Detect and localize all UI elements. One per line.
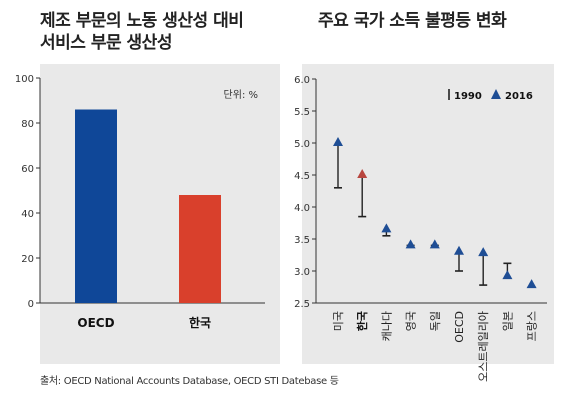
- x-category-label: OECD: [453, 311, 466, 343]
- x-category-label: 미국: [332, 311, 345, 331]
- y-tick-label: 2.5: [294, 299, 310, 310]
- y-tick-label: 6.0: [294, 75, 310, 86]
- x-category-label: 한국: [189, 315, 211, 330]
- y-tick-label: 80: [21, 119, 34, 130]
- unit-label: 단위: %: [224, 88, 258, 101]
- point-2016: [502, 270, 513, 280]
- y-tick-label: 100: [15, 74, 34, 85]
- bar-chart-panel: 0 20 40 60 80 100 단위: % OECD 한국: [15, 64, 280, 364]
- x-category-label: 오스트레일리아: [476, 311, 490, 382]
- point-2016: [405, 239, 416, 249]
- legend-2016-label: 2016: [505, 91, 533, 102]
- x-category-label: 한국: [355, 311, 369, 331]
- y-tick-label: 20: [21, 254, 34, 265]
- left-chart-title-line2: 서비스 부문 생산성: [40, 33, 172, 53]
- point-2016: [454, 245, 464, 255]
- bar-oecd: [75, 109, 117, 303]
- point-2016: [381, 223, 392, 233]
- x-category-label: 프랑스: [526, 311, 539, 341]
- legend-2016-marker: [491, 89, 501, 99]
- left-chart-title-line1: 제조 부문의 노동 생산성 대비: [40, 11, 244, 31]
- point-2016: [429, 239, 440, 249]
- y-tick-label: 4.0: [294, 203, 310, 214]
- x-category-label: OECD: [77, 316, 114, 330]
- scatter-chart-panel: 2.5 3.0 3.5 4.0 4.5 5.0 5.5 6.0 1990 2016 미국 한국 캐나다 영…: [294, 64, 554, 382]
- y-tick-label: 0: [28, 299, 34, 310]
- y-tick-label: 3.0: [294, 267, 310, 278]
- x-category-label: 독일: [428, 311, 442, 331]
- y-tick-label: 60: [21, 164, 34, 175]
- inequality-chart-svg: 2.5 3.0 3.5 4.0 4.5 5.0 5.5 6.0 1990 2016 미국 한국 캐나다 영…: [294, 75, 547, 382]
- right-chart-title: 주요 국가 소득 불평등 변화: [318, 11, 507, 31]
- point-2016: [526, 279, 537, 289]
- source-note: 출처: OECD National Accounts Database, OEC…: [40, 376, 339, 387]
- y-tick-label: 4.5: [294, 171, 310, 182]
- bar-korea: [179, 195, 221, 303]
- point-2016: [357, 169, 368, 178]
- y-tick-label: 5.5: [294, 107, 310, 118]
- x-category-label: 일본: [500, 311, 514, 331]
- point-2016: [478, 247, 489, 257]
- x-category-label: 영국: [405, 311, 418, 331]
- bar-chart-svg: 0 20 40 60 80 100 단위: % OECD 한국: [15, 74, 265, 330]
- point-2016: [333, 137, 343, 146]
- x-category-label: 캐나다: [380, 311, 393, 341]
- y-tick-label: 5.0: [294, 139, 310, 150]
- legend-1990-label: 1990: [454, 91, 482, 102]
- y-tick-label: 3.5: [294, 235, 310, 246]
- y-tick-label: 40: [21, 209, 34, 220]
